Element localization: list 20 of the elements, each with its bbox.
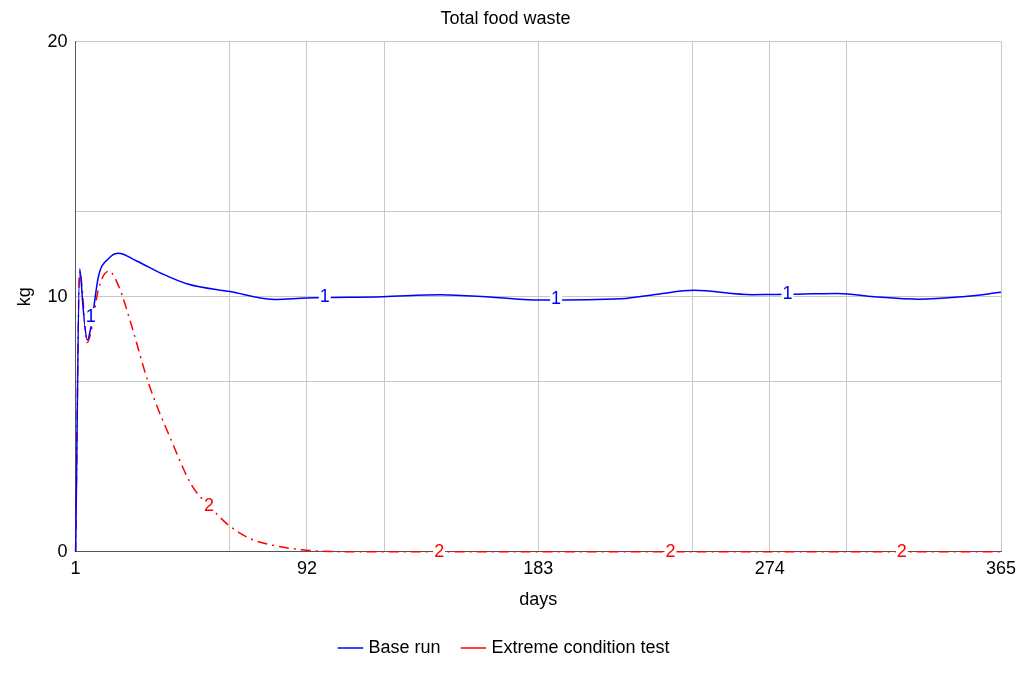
y-tick-label: 0 — [57, 540, 68, 561]
y-tick-label: 20 — [47, 30, 68, 51]
x-axis-title: days — [519, 589, 558, 610]
legend-label: Base run — [368, 636, 441, 657]
chart-title: Total food waste — [440, 7, 571, 28]
annotation: 1 — [782, 283, 793, 304]
legend-label: Extreme condition test — [491, 636, 670, 657]
x-tick-label: 183 — [523, 557, 554, 578]
annotation: 2 — [434, 540, 445, 561]
y-tick-label: 10 — [47, 285, 68, 306]
x-tick-label: 365 — [985, 557, 1017, 578]
annotation: 1 — [551, 288, 562, 309]
annotation: 2 — [665, 540, 676, 561]
x-tick-label: 1 — [70, 557, 81, 578]
x-tick-label: 274 — [754, 557, 785, 578]
annotation: 1 — [85, 306, 96, 327]
x-tick-label: 92 — [296, 557, 317, 578]
y-axis-title: kg — [13, 287, 34, 307]
annotation: 1 — [319, 285, 330, 306]
annotation: 2 — [896, 540, 907, 561]
